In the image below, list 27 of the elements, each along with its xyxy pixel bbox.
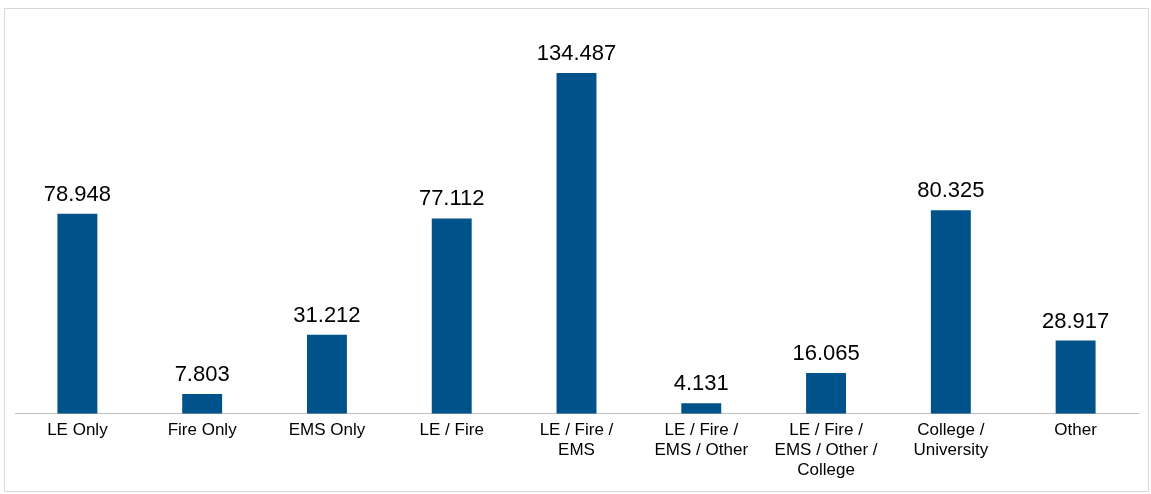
data-label: 16.065 <box>792 340 860 366</box>
x-tick-label: College / University <box>913 419 989 460</box>
x-tick-label: LE Only <box>47 419 109 439</box>
x-tick-label: Other <box>1054 419 1098 439</box>
bar <box>681 403 722 414</box>
data-label: 134.487 <box>536 40 617 66</box>
bar <box>57 213 98 414</box>
data-label: 4.131 <box>673 370 729 396</box>
bar <box>930 210 971 414</box>
data-label: 28.917 <box>1041 307 1110 333</box>
data-label: 31.212 <box>293 301 361 327</box>
bar <box>182 394 223 414</box>
bar <box>806 373 847 414</box>
bar <box>431 218 472 414</box>
data-label: 80.325 <box>917 177 985 203</box>
bar <box>1055 340 1096 414</box>
data-label: 78.948 <box>43 180 112 206</box>
x-tick-label: EMS Only <box>288 419 366 439</box>
bar <box>306 334 347 414</box>
x-tick-label: LE / Fire <box>419 419 484 439</box>
x-tick-label: LE / Fire / EMS / Other <box>654 419 749 460</box>
x-tick-label: Fire Only <box>167 419 238 439</box>
data-label: 7.803 <box>174 361 230 387</box>
x-tick-label: LE / Fire / EMS / Other / College <box>774 419 878 480</box>
x-tick-label: LE / Fire / EMS <box>539 419 614 460</box>
data-label: 77.112 <box>418 185 485 211</box>
bar <box>556 72 597 414</box>
